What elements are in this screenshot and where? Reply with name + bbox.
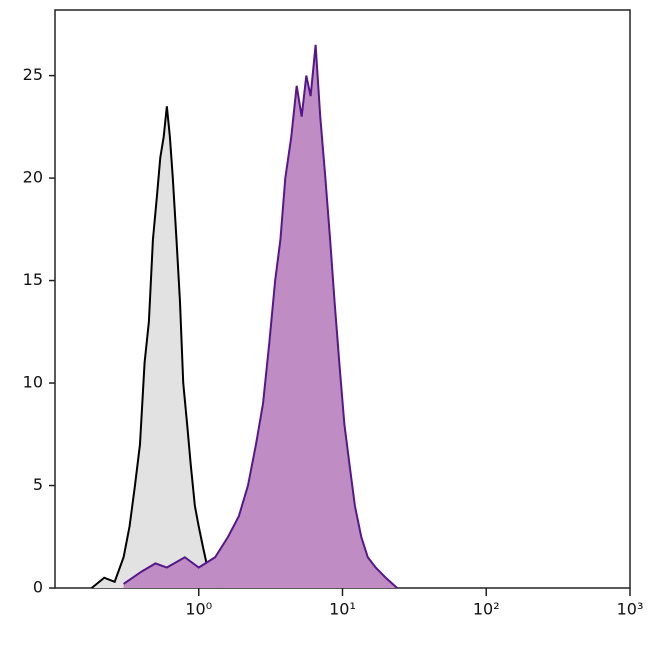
y-tick-label: 0 xyxy=(33,578,43,597)
x-tick-label: 10³ xyxy=(617,600,644,619)
y-tick-label: 25 xyxy=(23,65,43,84)
x-tick-label: 10⁰ xyxy=(185,600,212,619)
x-tick-label: 10² xyxy=(473,600,500,619)
histogram-area xyxy=(123,44,398,588)
histogram-outline xyxy=(91,106,221,589)
histogram-area xyxy=(91,106,220,588)
y-tick-label: 10 xyxy=(23,373,43,392)
y-tick-label: 5 xyxy=(33,475,43,494)
y-tick-label: 15 xyxy=(23,270,43,289)
histogram-outline xyxy=(123,44,398,589)
y-tick-label: 20 xyxy=(23,168,43,187)
x-tick-label: 10¹ xyxy=(329,600,356,619)
